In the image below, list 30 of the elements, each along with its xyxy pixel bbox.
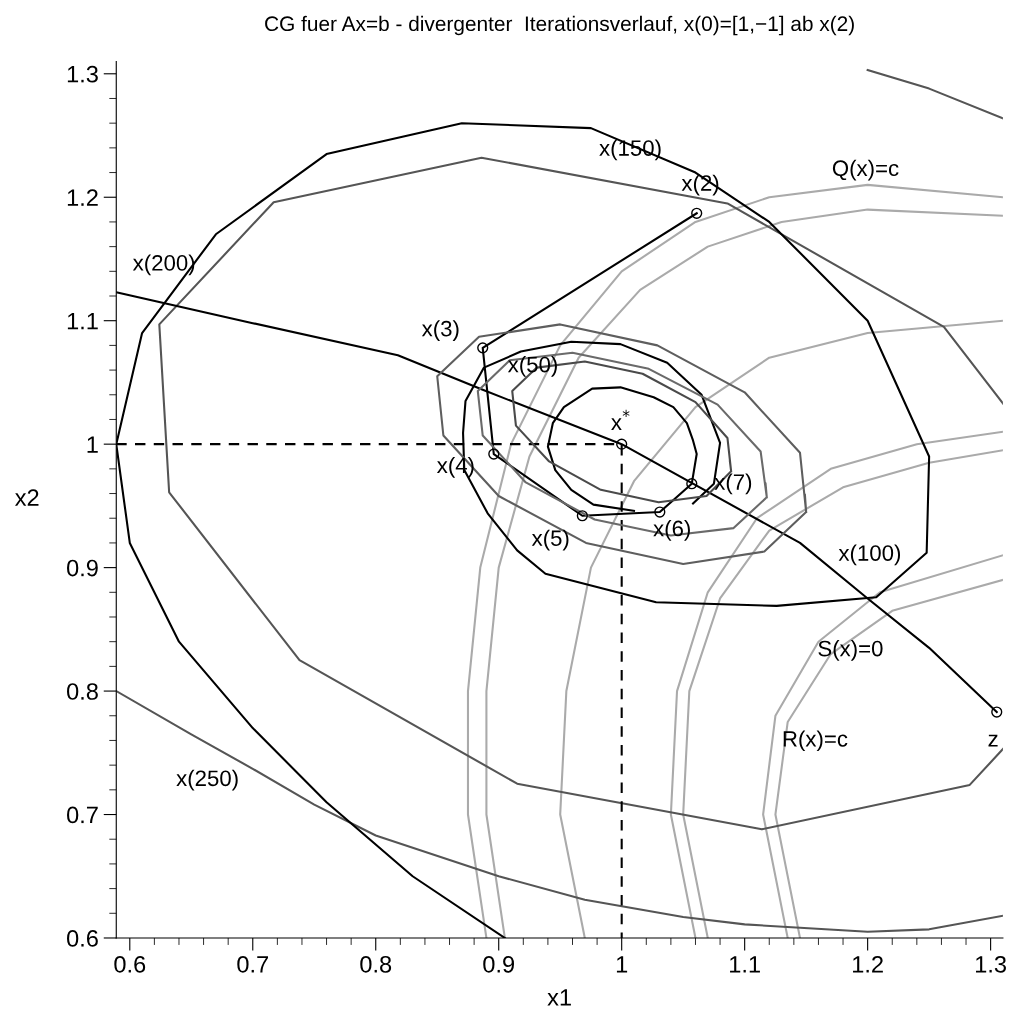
x-tick-label: 0.8 — [360, 955, 392, 973]
x-tick-label: 0.6 — [114, 955, 146, 973]
annotation: x(5) — [531, 529, 569, 551]
y-tick-label: 1.2 — [67, 189, 98, 206]
annotation: x(3) — [421, 320, 459, 341]
y-tick-label: 0.8 — [67, 683, 98, 700]
x-tick-label: 0.7 — [237, 955, 268, 973]
x-tick-label: 1.1 — [730, 956, 760, 973]
y-tick-label: 1.3 — [67, 65, 98, 83]
chart-title: CG fuer Ax=b - divergenter Iterationsverlauf, x(0)=[1,−1] ab x(2) — [265, 15, 854, 36]
y-tick-label: 0.7 — [67, 806, 98, 824]
annotation: x(50) — [507, 356, 557, 377]
annotation: x(100) — [838, 544, 901, 566]
x-tick-label: 1.2 — [853, 955, 883, 973]
x-tick-label: 1.3 — [976, 955, 1006, 973]
x-axis-title: x1 — [547, 989, 571, 1006]
x-tick-label: 1 — [616, 956, 628, 973]
y-axis-title: x2 — [14, 489, 39, 506]
annotation: x(250) — [176, 769, 238, 791]
y-tick-label: 1 — [87, 436, 98, 453]
y-tick-label: 0.9 — [67, 559, 98, 577]
annotation: z — [988, 734, 998, 747]
annotation: S(x)=0 — [818, 640, 883, 661]
annotation: Q(x)=c — [832, 159, 899, 181]
y-tick-label: 0.6 — [67, 930, 98, 947]
y-tick-label: 1.1 — [67, 313, 98, 330]
annotation: R(x)=c — [783, 730, 848, 752]
annotation: x$^{*}$ — [611, 409, 630, 430]
annotation: x(2) — [681, 174, 719, 196]
x-tick-label: 0.9 — [483, 955, 515, 973]
